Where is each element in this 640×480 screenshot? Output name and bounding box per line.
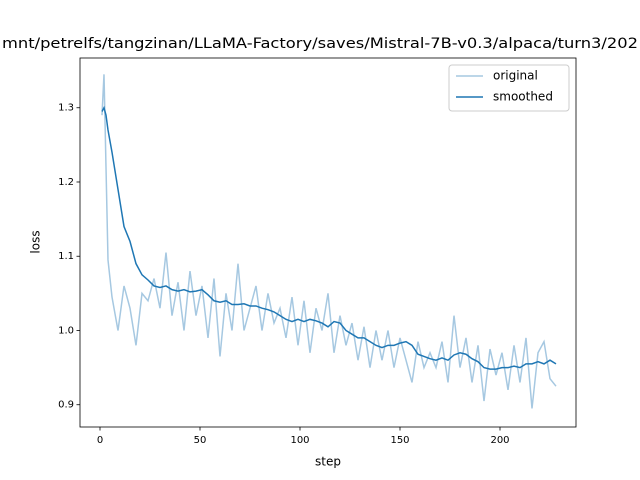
chart-title: mnt/petrelfs/tangzinan/LLaMA-Factory/sav… <box>2 36 638 52</box>
line-series <box>101 105 557 370</box>
y-tick-label: 1.1 <box>58 251 74 262</box>
legend-label: smoothed <box>493 90 553 104</box>
y-tick-label: 1.0 <box>58 325 74 336</box>
axes-frame <box>79 57 577 428</box>
legend-label: original <box>493 69 538 83</box>
x-tick-label: 0 <box>97 435 103 446</box>
x-tick-label: 200 <box>490 435 509 446</box>
y-tick-label: 1.3 <box>58 103 74 114</box>
x-axis-label: step <box>315 455 341 469</box>
plot-area <box>80 58 576 427</box>
x-tick-label: 100 <box>290 435 309 446</box>
y-tick-label: 0.9 <box>58 400 74 411</box>
y-axis-label: loss <box>29 230 43 253</box>
y-tick-label: 1.2 <box>58 177 74 188</box>
line-series <box>101 74 557 409</box>
x-tick-label: 50 <box>194 435 207 446</box>
legend: original smoothed <box>448 64 570 112</box>
x-tick-label: 150 <box>390 435 409 446</box>
